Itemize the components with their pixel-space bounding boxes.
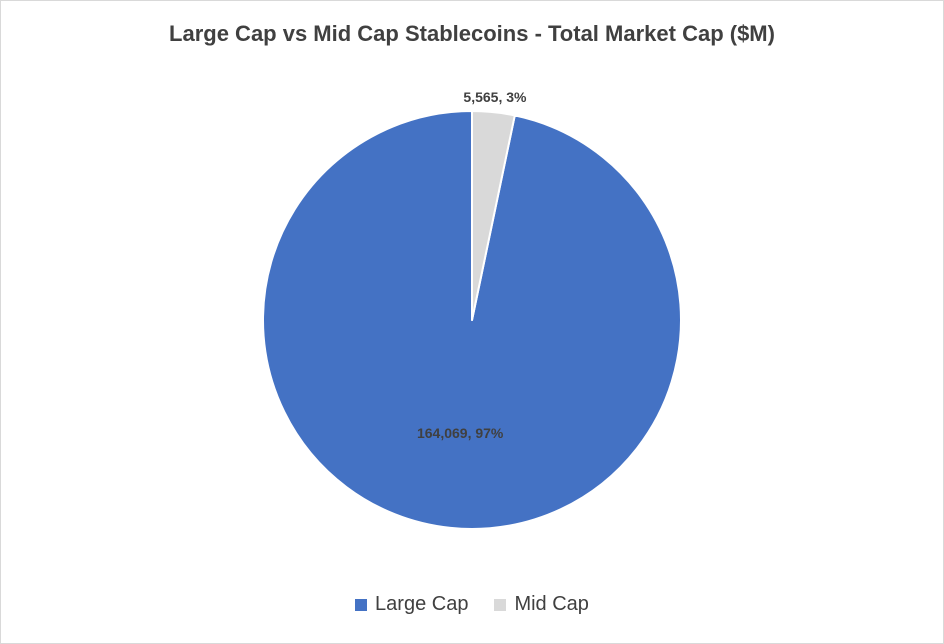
chart-title: Large Cap vs Mid Cap Stablecoins - Total… <box>169 21 775 46</box>
data-label-mid-cap: 5,565, 3% <box>463 89 527 105</box>
legend-item-mid-cap: Mid Cap <box>494 593 589 616</box>
legend: Large Cap Mid Cap <box>1 593 943 616</box>
legend-label-mid-cap: Mid Cap <box>514 593 589 615</box>
data-label-large-cap: 164,069, 97% <box>417 425 504 441</box>
legend-item-large-cap: Large Cap <box>355 593 468 616</box>
legend-label-large-cap: Large Cap <box>375 593 469 615</box>
pie-slice-mid-cap <box>471 110 516 321</box>
legend-swatch-large-cap <box>355 598 368 611</box>
legend-swatch-mid-cap <box>494 598 507 611</box>
